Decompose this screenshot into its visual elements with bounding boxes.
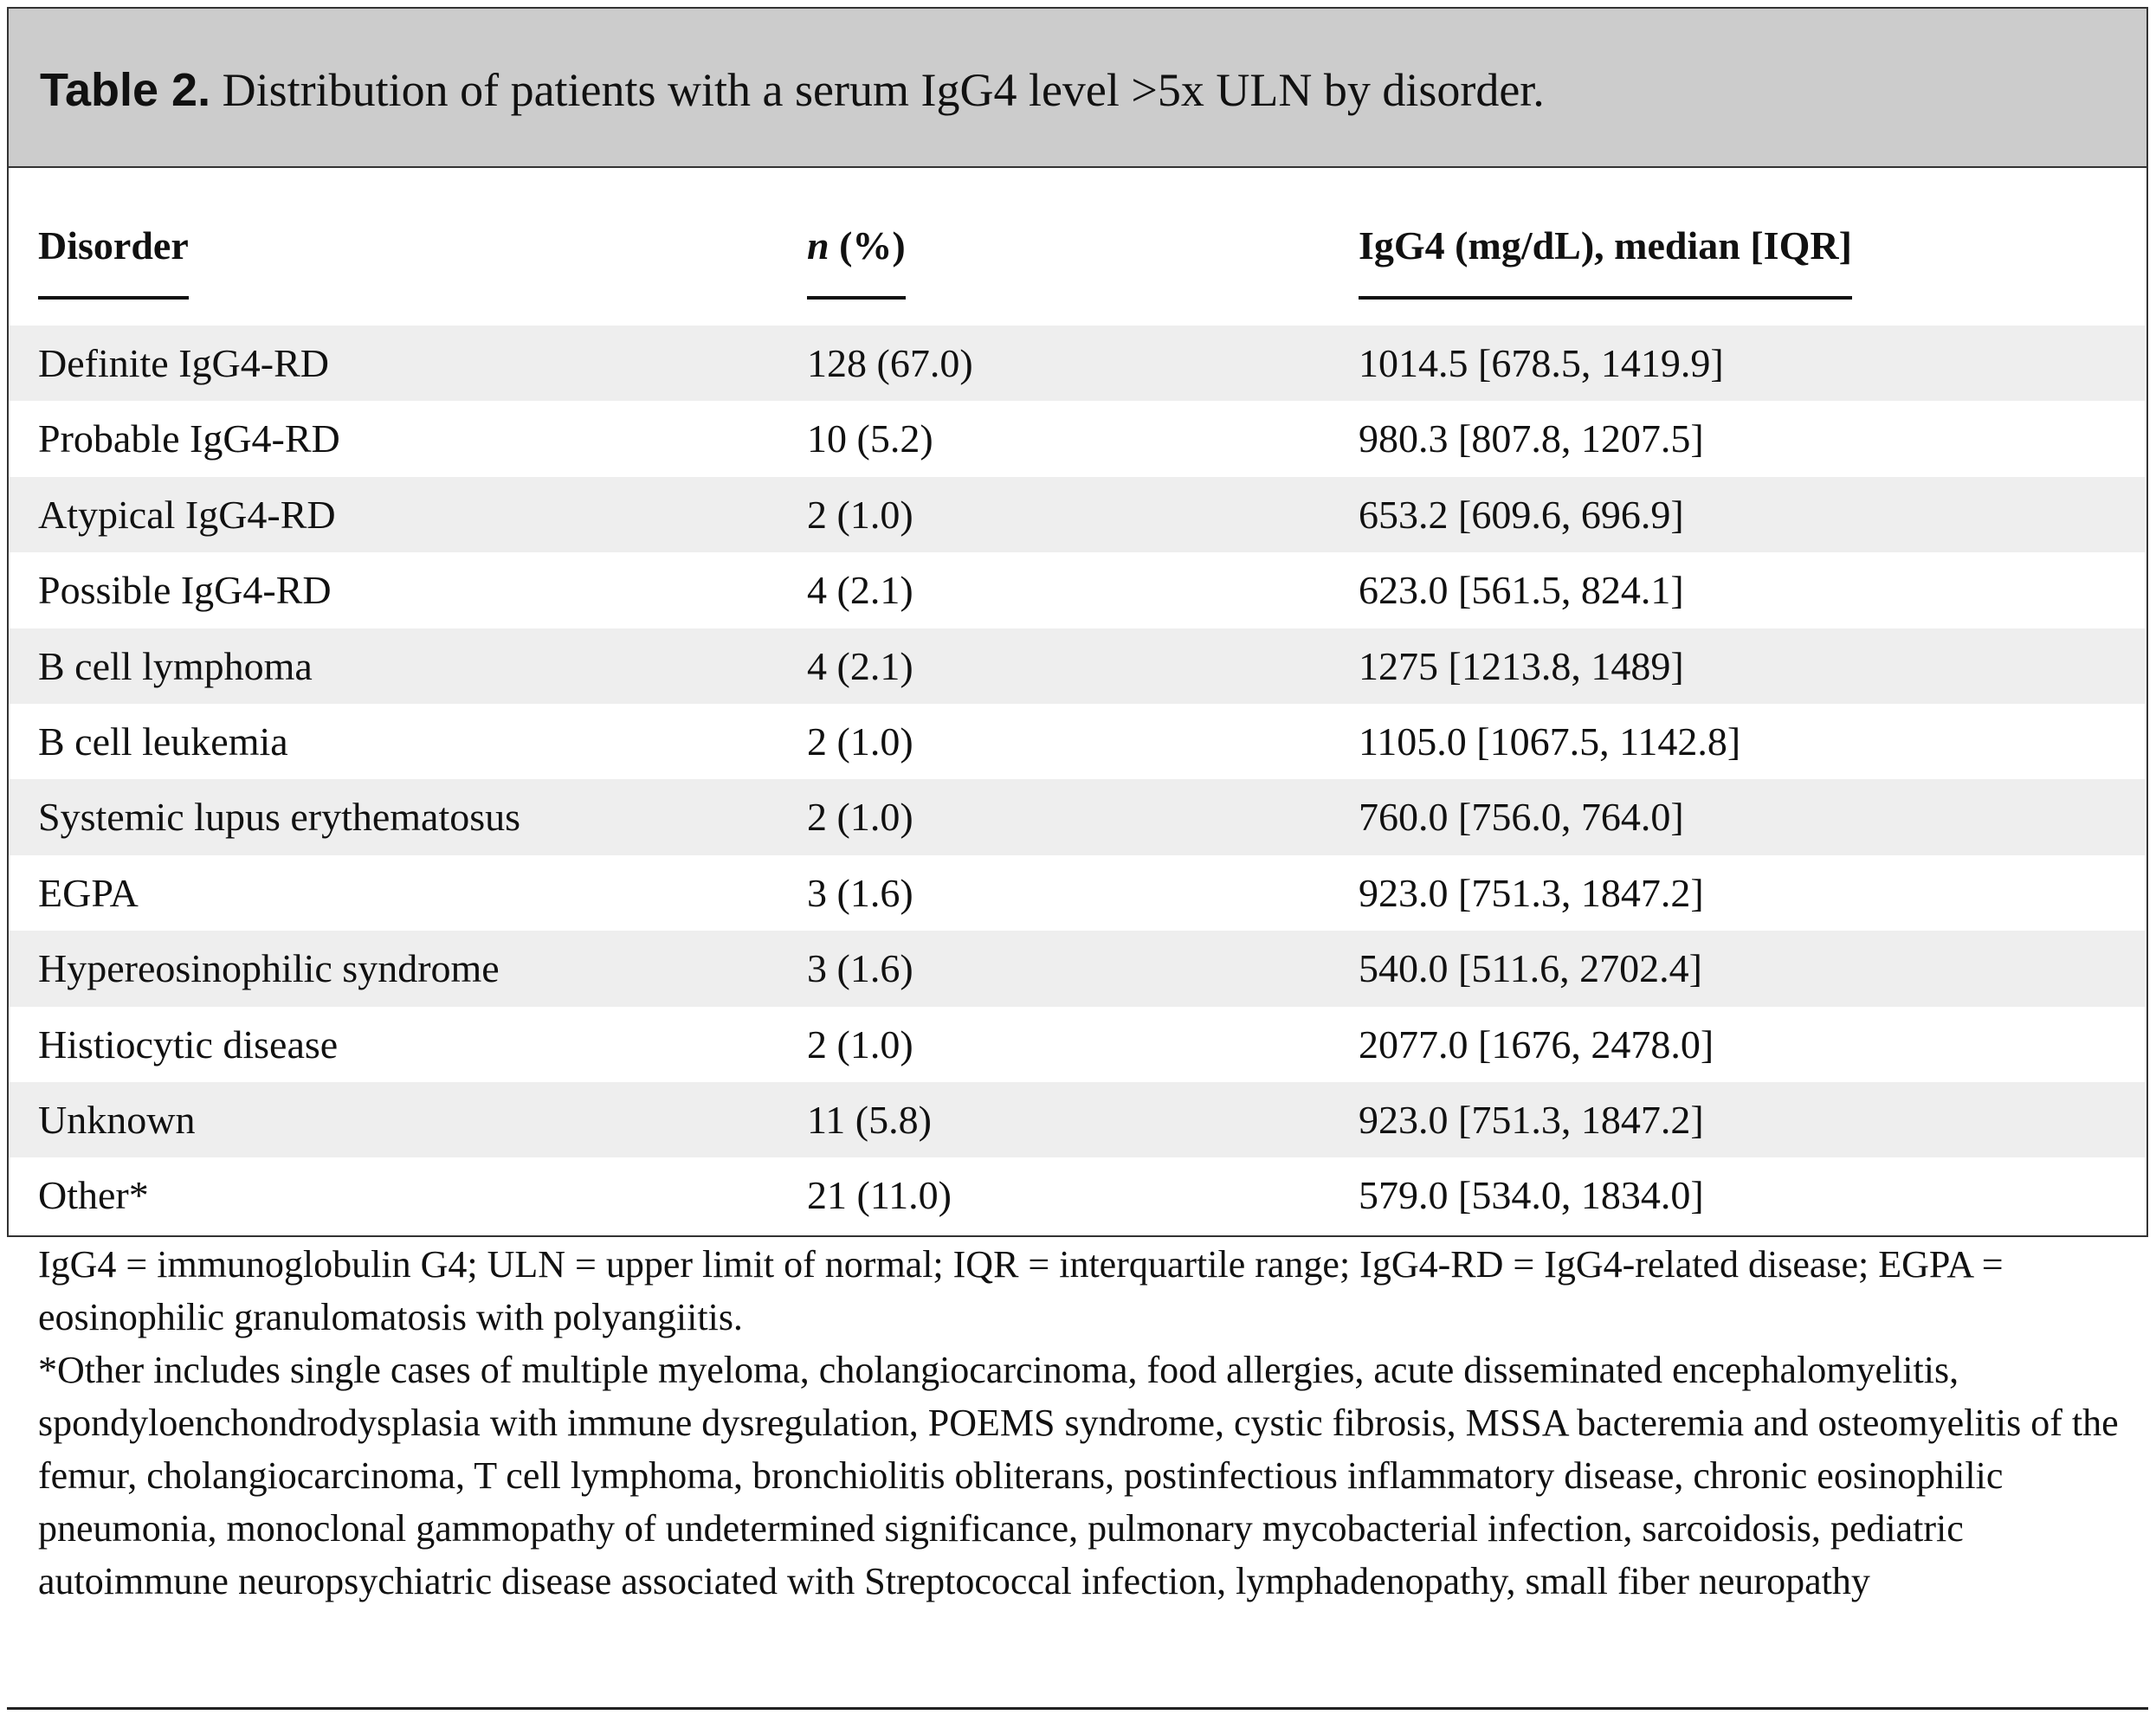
column-header-text: (%)	[829, 223, 906, 267]
column-header: Disorder	[38, 222, 189, 300]
table-cell: Hypereosinophilic syndrome	[38, 946, 500, 991]
title-box: Table 2. Distribution of patients with a…	[7, 7, 2148, 168]
column-header: IgG4 (mg/dL), median [IQR]	[1359, 222, 1852, 300]
table-row: Possible IgG4-RD 4 (2.1) 623.0 [561.5, 824…	[9, 552, 2145, 628]
table-row: Probable IgG4-RD 10 (5.2) 980.3 [807.8, 12…	[9, 401, 2145, 476]
table-row: Atypical IgG4-RD 2 (1.0) 653.2 [609.6, 696…	[9, 476, 2145, 553]
footnote: IgG4 = immunoglobulin G4; ULN = upper li…	[38, 1243, 2004, 1338]
table-row: B cell lymphoma 4 (2.1) 1275 [1213.8, 1489…	[9, 628, 2145, 704]
table-cell: 760.0 [756.0, 764.0]	[1359, 795, 1684, 840]
table-cell: Systemic lupus erythematosus	[38, 795, 521, 840]
title-label: Table 2.	[40, 64, 211, 116]
table-cell: 128 (67.0)	[807, 341, 973, 385]
footnotes: IgG4 = immunoglobulin G4; ULN = upper li…	[38, 1238, 2133, 1608]
table-cell: 2 (1.0)	[807, 492, 913, 537]
table-cell: Unknown	[38, 1098, 196, 1142]
table-box	[7, 166, 2148, 1237]
table-cell: 11 (5.8)	[807, 1098, 932, 1142]
table-row: Hypereosinophilic syndrome 3 (1.6) 540.0 […	[9, 931, 2145, 1007]
table-cell: 10 (5.2)	[807, 416, 933, 461]
table-row: Other* 21 (11.0) 579.0 [534.0, 1834.0]	[9, 1157, 2145, 1233]
table-cell: 2077.0 [1676, 2478.0]	[1359, 1022, 1714, 1067]
footnote: *Other includes single cases of multiple…	[38, 1349, 2119, 1602]
table-cell: Definite IgG4-RD	[38, 341, 329, 385]
table-cell: 4 (2.1)	[807, 643, 913, 688]
table-cell: 579.0 [534.0, 1834.0]	[1359, 1173, 1704, 1218]
table-row: Unknown 11 (5.8) 923.0 [751.3, 1847.2]	[9, 1082, 2145, 1158]
table-cell: Atypical IgG4-RD	[38, 492, 336, 537]
table-cell: 540.0 [511.6, 2702.4]	[1359, 946, 1702, 991]
table-cell: 2 (1.0)	[807, 719, 913, 764]
table-cell: 980.3 [807.8, 1207.5]	[1359, 416, 1704, 461]
table-cell: 923.0 [751.3, 1847.2]	[1359, 870, 1704, 915]
table-cell: 623.0 [561.5, 824.1]	[1359, 568, 1684, 613]
table-cell: 1275 [1213.8, 1489]	[1359, 643, 1684, 688]
table-cell: 2 (1.0)	[807, 795, 913, 840]
table-cell: 3 (1.6)	[807, 946, 913, 991]
column-header: n (%)	[807, 222, 906, 300]
column-header-italic: n	[807, 223, 829, 267]
table-cell: 653.2 [609.6, 696.9]	[1359, 492, 1684, 537]
table-cell: B cell lymphoma	[38, 643, 313, 688]
table-cell: 21 (11.0)	[807, 1173, 952, 1218]
table-row: B cell leukemia 2 (1.0) 1105.0 [1067.5, 11…	[9, 704, 2145, 779]
table-cell: 2 (1.0)	[807, 1022, 913, 1067]
table-cell: 1014.5 [678.5, 1419.9]	[1359, 341, 1724, 385]
table-row: Histiocytic disease 2 (1.0) 2077.0 [1676, …	[9, 1007, 2145, 1082]
table-cell: 4 (2.1)	[807, 568, 913, 613]
table-cell: B cell leukemia	[38, 719, 288, 764]
title-text: Distribution of patients with a serum Ig…	[222, 64, 1545, 116]
table-cell: 923.0 [751.3, 1847.2]	[1359, 1098, 1704, 1142]
table-cell: EGPA	[38, 870, 139, 915]
table-row: Definite IgG4-RD 128 (67.0) 1014.5 [678.5,…	[9, 326, 2145, 402]
table-cell: Histiocytic disease	[38, 1022, 339, 1067]
table-row: EGPA 3 (1.6) 923.0 [751.3, 1847.2]	[9, 855, 2145, 931]
table-cell: 3 (1.6)	[807, 870, 913, 915]
table-cell: Probable IgG4-RD	[38, 416, 340, 461]
title: Table 2. Distribution of patients with a…	[40, 64, 1545, 116]
table-cell: 1105.0 [1067.5, 1142.8]	[1359, 719, 1741, 764]
table-cell: Possible IgG4-RD	[38, 568, 332, 613]
table-cell: Other*	[38, 1173, 149, 1218]
table-row: Systemic lupus erythematosus 2 (1.0) 760.0…	[9, 779, 2145, 855]
bottom-rule	[7, 1707, 2148, 1710]
